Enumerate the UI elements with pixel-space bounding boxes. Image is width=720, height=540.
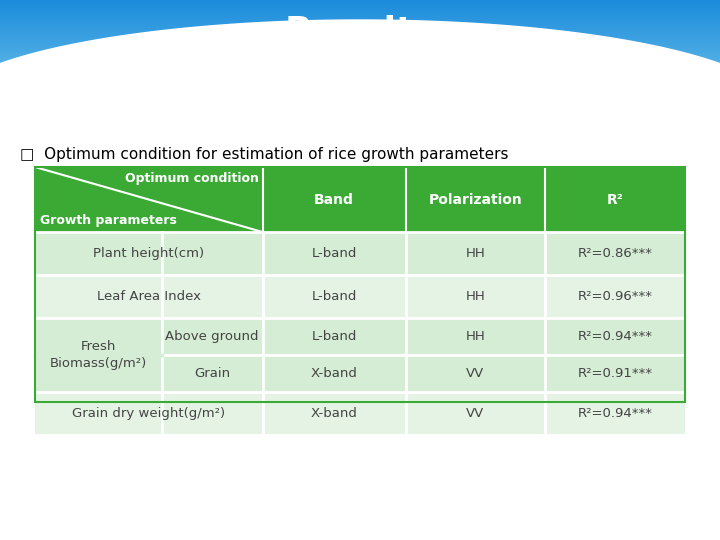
Text: HH: HH	[466, 247, 485, 260]
FancyBboxPatch shape	[35, 318, 162, 392]
Text: R²=0.96***: R²=0.96***	[577, 290, 652, 303]
FancyBboxPatch shape	[35, 232, 685, 275]
Text: Fresh
Biomass(g/m²): Fresh Biomass(g/m²)	[50, 340, 147, 370]
Text: L-band: L-band	[311, 247, 356, 260]
FancyBboxPatch shape	[35, 318, 685, 355]
Text: R²=0.94***: R²=0.94***	[577, 330, 652, 343]
FancyBboxPatch shape	[35, 355, 685, 392]
Text: R²=0.86***: R²=0.86***	[577, 247, 652, 260]
Text: R²=0.94***: R²=0.94***	[577, 407, 652, 420]
FancyBboxPatch shape	[35, 392, 685, 435]
Text: VV: VV	[467, 407, 485, 420]
Text: HH: HH	[466, 290, 485, 303]
Text: L-band: L-band	[311, 290, 356, 303]
Text: Results: Results	[284, 15, 436, 49]
FancyBboxPatch shape	[35, 167, 685, 232]
Text: X-band: X-band	[310, 407, 357, 420]
Text: Band: Band	[314, 192, 354, 206]
Text: R²=0.91***: R²=0.91***	[577, 367, 653, 380]
Text: R²: R²	[607, 192, 624, 206]
Text: Leaf Area Index: Leaf Area Index	[96, 290, 201, 303]
Text: Optimum condition: Optimum condition	[125, 172, 258, 185]
FancyBboxPatch shape	[35, 275, 685, 318]
Text: Grain dry weight(g/m²): Grain dry weight(g/m²)	[72, 407, 225, 420]
Text: L-band: L-band	[311, 330, 356, 343]
Text: Above ground: Above ground	[166, 330, 259, 343]
Text: VV: VV	[467, 367, 485, 380]
Text: Grain: Grain	[194, 367, 230, 380]
Text: □  Optimum condition for estimation of rice growth parameters: □ Optimum condition for estimation of ri…	[20, 147, 508, 163]
Text: Polarization: Polarization	[428, 192, 522, 206]
Polygon shape	[0, 20, 720, 540]
Text: X-band: X-band	[310, 367, 357, 380]
Text: Plant height(cm): Plant height(cm)	[93, 247, 204, 260]
Text: Growth parameters: Growth parameters	[40, 214, 177, 227]
Text: HH: HH	[466, 330, 485, 343]
